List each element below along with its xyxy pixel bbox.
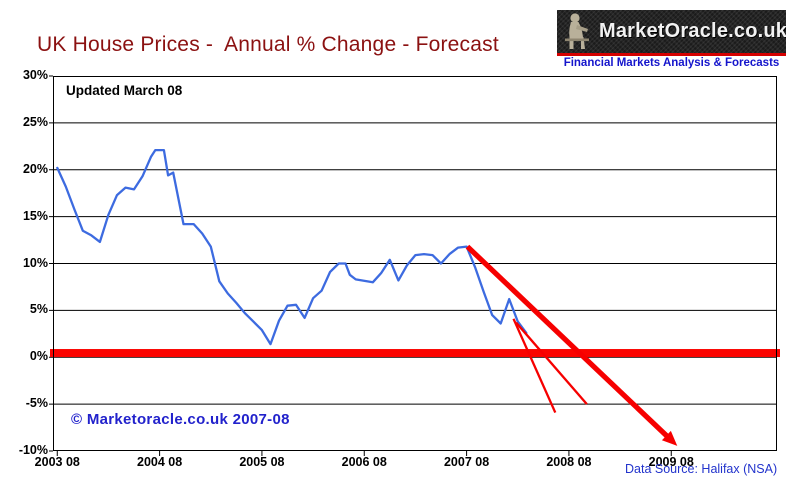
logo-subtitle: Financial Markets Analysis & Forecasts [563, 57, 780, 69]
y-axis-label: 15% [22, 208, 48, 223]
y-axis-label: 10% [22, 255, 48, 270]
zero-line-band [50, 349, 780, 358]
y-axis-label: 0% [29, 349, 48, 364]
y-axis-label: 5% [29, 302, 48, 317]
logo-title: MarketOracle.co.uk [599, 20, 786, 42]
logo-accent-bar [557, 53, 786, 56]
chart-plot-area [49, 75, 780, 456]
x-axis-label: 2006 08 [341, 455, 387, 469]
x-axis-label: 2007 08 [443, 455, 490, 469]
site-logo[interactable]: MarketOracle.co.uk Financial Markets Ana… [557, 10, 786, 72]
x-axis-labels: 2003 08 2004 08 2005 08 2006 08 2007 08 2008 … [35, 455, 777, 471]
y-axis-label: -5% [25, 396, 48, 411]
seated-statue-icon [565, 13, 589, 49]
data-source-note: Data Source: Halifax (NSA) [625, 462, 778, 476]
chart-title: UK House Prices - Annual % Change - Fore… [37, 33, 499, 56]
price-series-line [56, 148, 528, 346]
main-forecast-arrow-head [661, 430, 678, 446]
y-axis-label: 25% [22, 114, 48, 129]
x-axis-label: 2004 08 [137, 455, 183, 469]
y-axis-label: 30% [22, 68, 48, 82]
forecast-line-2 [515, 321, 588, 405]
updated-note: Updated March 08 [66, 83, 183, 98]
y-axis-label: -10% [18, 443, 48, 457]
copyright-note: © Marketoracle.co.uk 2007-08 [71, 411, 290, 428]
x-axis-label: 2003 08 [34, 455, 80, 469]
y-axis-labels: 30% 25% 20% 15% 10% 5% 0% -5% -10% [0, 68, 48, 457]
forecast-line-1 [512, 318, 557, 414]
main-forecast-arrow [465, 244, 670, 439]
plot-border [53, 76, 777, 451]
x-axis-label: 2009 08 [648, 455, 694, 469]
x-axis-label: 2005 08 [239, 455, 285, 469]
x-axis-label: 2008 08 [546, 455, 592, 469]
y-axis-label: 20% [22, 161, 48, 176]
logo-panel: MarketOracle.co.uk [557, 10, 786, 53]
